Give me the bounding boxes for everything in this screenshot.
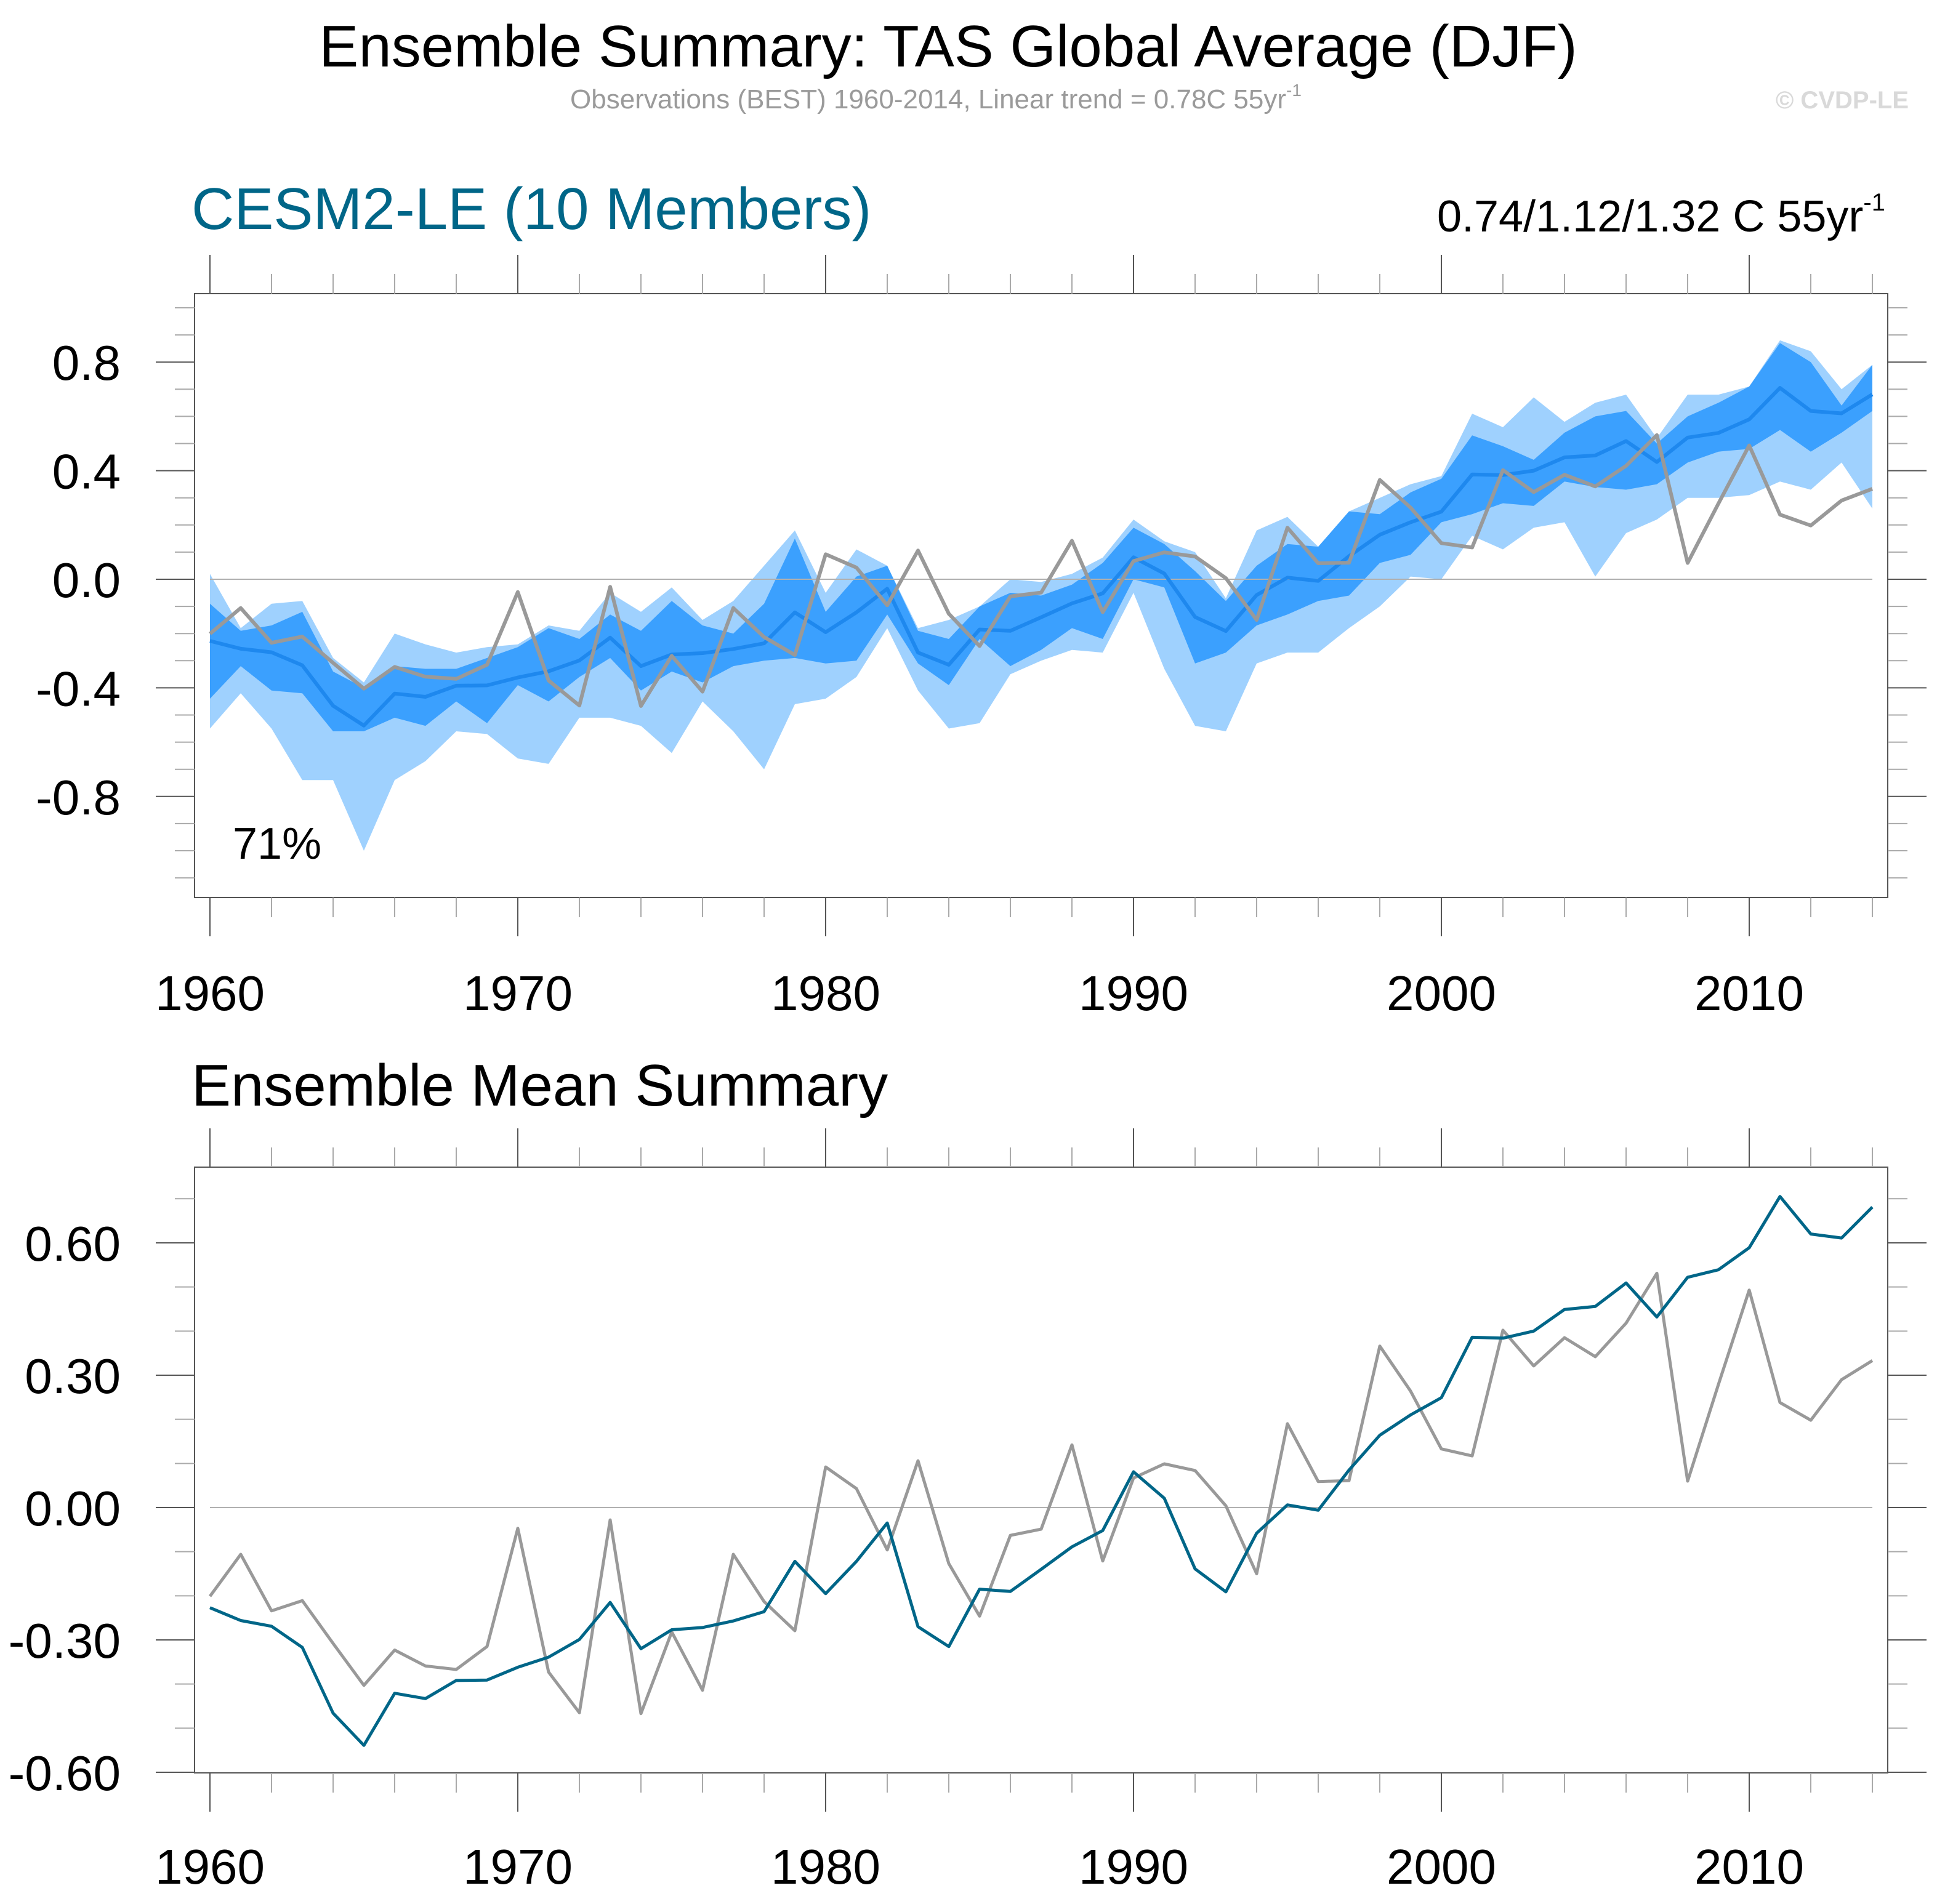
- series-observations: [208, 1271, 1874, 1716]
- figure-subtitle: Observations (BEST) 1960-2014, Linear tr…: [570, 81, 1302, 114]
- x-tick-label: 1970: [463, 1839, 573, 1894]
- x-tick-label: 1990: [1079, 1839, 1188, 1894]
- trend-range-superscript: -1: [1863, 189, 1885, 216]
- copyright-label: © CVDP-LE: [1776, 87, 1909, 114]
- x-tick-label: 2000: [1387, 1839, 1496, 1894]
- y-tick-label: 0.30: [25, 1349, 121, 1404]
- y-tick-label: -0.30: [9, 1613, 121, 1668]
- subtitle-superscript: -1: [1286, 81, 1302, 100]
- x-tick-label: 1980: [771, 966, 880, 1021]
- ensemble-mean-panel: Ensemble Mean Summary 1960 1970 1980 1990 20…: [9, 1053, 1927, 1894]
- x-tick-label: 1990: [1079, 966, 1188, 1021]
- x-tick-label: 1960: [155, 1839, 265, 1894]
- x-tick-label: 2010: [1694, 1839, 1804, 1894]
- series-observations: [209, 433, 1874, 708]
- subtitle-text: Observations (BEST) 1960-2014, Linear tr…: [570, 84, 1286, 114]
- x-tick-label: 1970: [463, 966, 573, 1021]
- y-tick-label: -0.8: [36, 770, 121, 825]
- panel-title-mean: Ensemble Mean Summary: [191, 1053, 888, 1119]
- plot-frame-top: [194, 293, 1888, 898]
- x-tick-label: 2010: [1694, 966, 1804, 1021]
- trend-range-label: 0.74/1.12/1.32 C 55yr-1: [1437, 189, 1885, 241]
- y-tick-label: -0.4: [36, 661, 121, 716]
- series-ensemble-mean: [209, 1195, 1874, 1747]
- x-tick-label: 1960: [155, 966, 265, 1021]
- ensemble-spread-panel: CESM2-LE (10 Members) 0.74/1.12/1.32 C 5…: [36, 176, 1927, 1021]
- figure-title: Ensemble Summary: TAS Global Average (DJ…: [319, 14, 1577, 79]
- percent-annotation: 71%: [233, 819, 321, 869]
- panel-title-model: CESM2-LE (10 Members): [191, 176, 871, 242]
- y-tick-label: 0.60: [25, 1216, 121, 1271]
- x-tick-label: 2000: [1387, 966, 1496, 1021]
- ensemble-inner-band: [210, 343, 1872, 731]
- series-ensemble-mean: [209, 386, 1874, 728]
- y-tick-label: 0.00: [25, 1481, 121, 1536]
- plot-frame-bottom: [194, 1167, 1888, 1773]
- y-tick-label: 0.8: [52, 335, 121, 390]
- trend-range-text: 0.74/1.12/1.32 C 55yr: [1437, 192, 1863, 241]
- y-tick-label: -0.60: [9, 1746, 121, 1801]
- x-tick-label: 1980: [771, 1839, 880, 1894]
- y-tick-label: 0.0: [52, 553, 121, 608]
- y-tick-label: 0.4: [52, 444, 121, 499]
